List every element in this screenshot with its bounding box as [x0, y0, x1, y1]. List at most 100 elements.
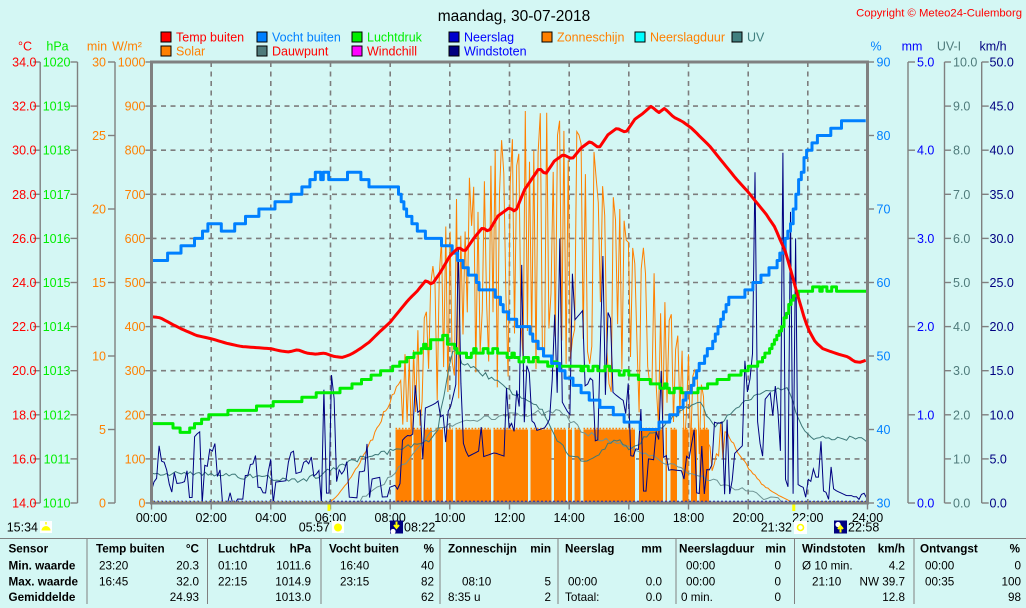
svg-text:1020: 1020 — [43, 56, 71, 70]
svg-text:5: 5 — [544, 576, 551, 589]
svg-text:20:00: 20:00 — [733, 511, 764, 525]
svg-text:90: 90 — [877, 56, 891, 70]
svg-text:8.0: 8.0 — [953, 144, 970, 158]
svg-text:Temp buiten: Temp buiten — [96, 543, 165, 556]
svg-text:1013.0: 1013.0 — [275, 591, 311, 604]
svg-text:200: 200 — [125, 408, 146, 422]
svg-text:400: 400 — [125, 320, 146, 334]
svg-text:0: 0 — [139, 497, 146, 511]
svg-text:0 min.: 0 min. — [681, 591, 713, 604]
svg-text:0.0: 0.0 — [917, 497, 934, 511]
svg-text:0.0: 0.0 — [953, 497, 970, 511]
svg-text:3.0: 3.0 — [917, 232, 934, 246]
svg-text:20.0: 20.0 — [12, 364, 36, 378]
svg-text:24.93: 24.93 — [170, 591, 199, 604]
svg-text:1000: 1000 — [118, 56, 146, 70]
svg-text:9.0: 9.0 — [953, 100, 970, 114]
svg-text:NW 39.7: NW 39.7 — [860, 576, 905, 589]
svg-text:24:00: 24:00 — [852, 511, 883, 525]
svg-text:Neerslagduur: Neerslagduur — [679, 543, 755, 556]
svg-text:20.0: 20.0 — [990, 320, 1014, 334]
svg-text:1.0: 1.0 — [953, 452, 970, 466]
svg-text:21:32: 21:32 — [761, 521, 792, 535]
svg-text:6.0: 6.0 — [953, 232, 970, 246]
svg-text:10.0: 10.0 — [953, 56, 977, 70]
svg-text:Windstoten: Windstoten — [464, 45, 527, 59]
svg-text:2.0: 2.0 — [917, 320, 934, 334]
svg-text:5.0: 5.0 — [990, 452, 1007, 466]
svg-text:1012: 1012 — [43, 408, 71, 422]
svg-text:1010: 1010 — [43, 497, 71, 511]
svg-text:1011.6: 1011.6 — [276, 560, 311, 573]
svg-text:900: 900 — [125, 100, 146, 114]
svg-text:24.0: 24.0 — [12, 276, 36, 290]
svg-text:50: 50 — [877, 350, 891, 364]
svg-text:34.0: 34.0 — [12, 56, 36, 70]
svg-text:25: 25 — [92, 129, 106, 143]
svg-text:23:20: 23:20 — [99, 560, 129, 573]
svg-text:15:34: 15:34 — [7, 521, 38, 535]
svg-text:Windstoten: Windstoten — [802, 543, 866, 556]
svg-text:W/m²: W/m² — [112, 40, 142, 54]
svg-text:16:00: 16:00 — [613, 511, 644, 525]
svg-text:40.0: 40.0 — [990, 144, 1014, 158]
svg-text:Sensor: Sensor — [9, 543, 49, 556]
svg-text:00:35: 00:35 — [925, 576, 955, 589]
svg-text:min: min — [530, 543, 551, 556]
svg-text:15: 15 — [92, 276, 106, 290]
svg-text:45.0: 45.0 — [990, 100, 1014, 114]
svg-text:1014.9: 1014.9 — [275, 576, 311, 589]
svg-text:km/h: km/h — [979, 40, 1006, 54]
svg-text:14:00: 14:00 — [554, 511, 585, 525]
svg-text:Neerslagduur: Neerslagduur — [650, 31, 725, 45]
svg-text:1011: 1011 — [44, 452, 71, 466]
svg-text:Copyright © Meteo24-Culemborg: Copyright © Meteo24-Culemborg — [856, 8, 1022, 20]
svg-text:28.0: 28.0 — [12, 188, 36, 202]
svg-text:0.0: 0.0 — [646, 591, 663, 604]
svg-text:1016: 1016 — [43, 232, 71, 246]
svg-text:20.3: 20.3 — [176, 560, 199, 573]
svg-text:8:35 u: 8:35 u — [448, 591, 481, 604]
svg-text:hPa: hPa — [290, 543, 312, 556]
svg-text:22:58: 22:58 — [848, 521, 879, 535]
svg-text:km/h: km/h — [878, 543, 905, 556]
svg-text:Min. waarde: Min. waarde — [9, 560, 76, 573]
svg-text:00:00: 00:00 — [925, 560, 955, 573]
svg-text:°C: °C — [186, 543, 200, 556]
svg-text:32.0: 32.0 — [12, 100, 36, 114]
svg-text:%: % — [870, 40, 881, 54]
svg-text:25.0: 25.0 — [990, 276, 1014, 290]
svg-text:10.0: 10.0 — [990, 408, 1014, 422]
svg-text:1014: 1014 — [43, 320, 71, 334]
svg-text:1019: 1019 — [43, 100, 71, 114]
svg-text:40: 40 — [877, 423, 891, 437]
svg-text:100: 100 — [1001, 576, 1021, 589]
svg-text:35.0: 35.0 — [990, 188, 1014, 202]
svg-text:1017: 1017 — [43, 188, 71, 202]
svg-text:0: 0 — [774, 591, 781, 604]
svg-text:°C: °C — [18, 40, 32, 54]
svg-text:50.0: 50.0 — [990, 56, 1014, 70]
svg-text:82: 82 — [421, 576, 434, 589]
svg-text:05:57: 05:57 — [299, 521, 330, 535]
svg-text:min: min — [87, 40, 107, 54]
svg-text:16:45: 16:45 — [99, 576, 129, 589]
svg-text:16.0: 16.0 — [12, 452, 36, 466]
svg-text:10: 10 — [92, 350, 106, 364]
svg-text:%: % — [1010, 543, 1021, 556]
svg-text:1015: 1015 — [43, 276, 71, 290]
svg-text:12.8: 12.8 — [882, 591, 905, 604]
svg-text:32.0: 32.0 — [176, 576, 199, 589]
svg-text:22.0: 22.0 — [12, 320, 36, 334]
svg-text:00:00: 00:00 — [686, 560, 716, 573]
svg-text:300: 300 — [125, 364, 146, 378]
svg-text:98: 98 — [1008, 591, 1021, 604]
svg-text:18:00: 18:00 — [673, 511, 704, 525]
svg-text:22:15: 22:15 — [218, 576, 248, 589]
svg-text:00:00: 00:00 — [686, 576, 716, 589]
svg-text:30: 30 — [877, 497, 891, 511]
svg-text:0.0: 0.0 — [990, 497, 1007, 511]
svg-text:0: 0 — [1014, 560, 1021, 573]
svg-text:18.0: 18.0 — [12, 408, 36, 422]
svg-text:00:00: 00:00 — [136, 511, 167, 525]
